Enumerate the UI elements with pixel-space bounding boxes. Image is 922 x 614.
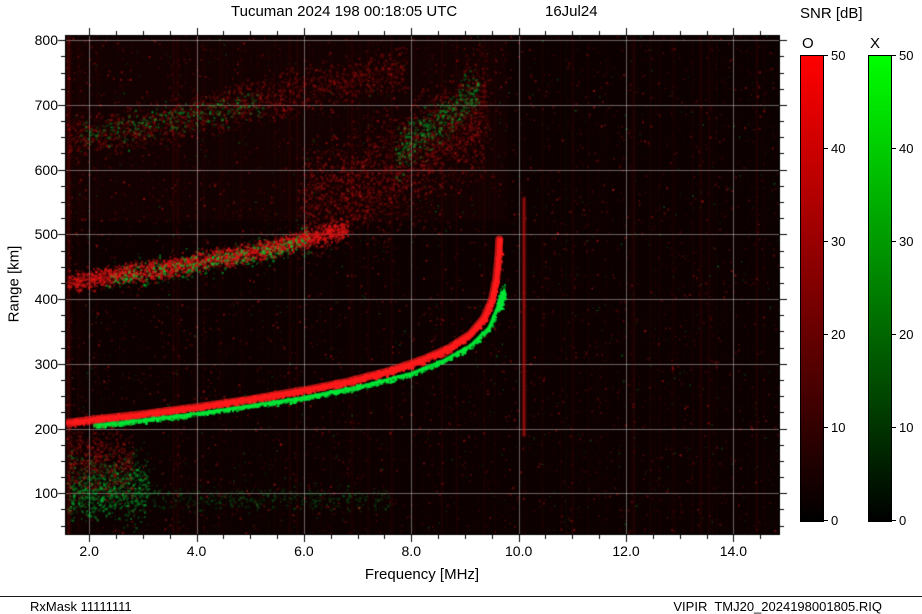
x-axis-label: Frequency [MHz] xyxy=(364,566,480,583)
x-tick-label: 4.0 xyxy=(186,543,207,559)
colorbar-tick xyxy=(823,54,828,56)
colorbar-tick xyxy=(891,333,896,335)
colorbar-tick xyxy=(823,333,828,335)
colorbar-tick xyxy=(823,426,828,428)
x-tick-label: 8.0 xyxy=(401,543,421,559)
x-tick-label: 2.0 xyxy=(79,543,99,559)
y-tick-label: 700 xyxy=(34,96,58,113)
colorbar-tick-label: 40 xyxy=(899,141,914,156)
y-tick-label: 100 xyxy=(34,485,58,502)
colorbar-tick-label: 10 xyxy=(899,420,914,435)
colorbar-x-gradient xyxy=(868,55,892,522)
colorbar-tick xyxy=(891,54,896,56)
footer-filename: VIPIR TMJ20_2024198001805.RIQ xyxy=(673,599,882,614)
y-tick-label: 500 xyxy=(34,226,58,243)
footer-rxmask: RxMask 11111111 xyxy=(30,599,132,614)
y-axis-label: Range [km] xyxy=(5,245,23,323)
colorbar-o-label: O xyxy=(802,35,814,52)
colorbar-x-label: X xyxy=(870,35,881,52)
colorbar-tick-label: 30 xyxy=(831,234,846,249)
footer-divider xyxy=(0,596,922,597)
colorbar-tick-label: 20 xyxy=(899,327,914,342)
colorbar-tick-label: 0 xyxy=(831,513,839,528)
colorbar-tick-label: 0 xyxy=(899,513,907,528)
y-tick-label: 400 xyxy=(34,291,58,308)
plot-date: 16Jul24 xyxy=(545,3,598,20)
colorbar-tick xyxy=(823,519,828,521)
colorbar-tick-label: 20 xyxy=(831,327,846,342)
colorbar-tick-label: 50 xyxy=(899,48,914,63)
colorbar-tick xyxy=(891,519,896,521)
plot-title: Tucuman 2024 198 00:18:05 UTC xyxy=(231,3,458,20)
colorbar-tick-label: 50 xyxy=(831,48,846,63)
x-tick-label: 10.0 xyxy=(505,543,533,559)
colorbar-tick xyxy=(891,240,896,242)
colorbar-tick-label: 30 xyxy=(899,234,914,249)
y-tick-label: 300 xyxy=(34,355,58,372)
y-tick-label: 600 xyxy=(34,161,58,178)
y-tick-label: 200 xyxy=(34,420,58,437)
colorbar-tick xyxy=(823,240,828,242)
x-tick-label: 12.0 xyxy=(612,543,640,559)
x-tick-label: 14.0 xyxy=(719,543,747,559)
colorbar-tick xyxy=(823,147,828,149)
colorbar-o-gradient xyxy=(800,55,824,522)
x-tick-label: 6.0 xyxy=(294,543,314,559)
colorbar-tick-label: 10 xyxy=(831,420,846,435)
colorbar-tick-label: 40 xyxy=(831,141,846,156)
colorbar-tick xyxy=(891,426,896,428)
colorbar-tick xyxy=(891,147,896,149)
y-tick-label: 800 xyxy=(34,32,58,49)
colorbar-title: SNR [dB] xyxy=(800,5,863,22)
